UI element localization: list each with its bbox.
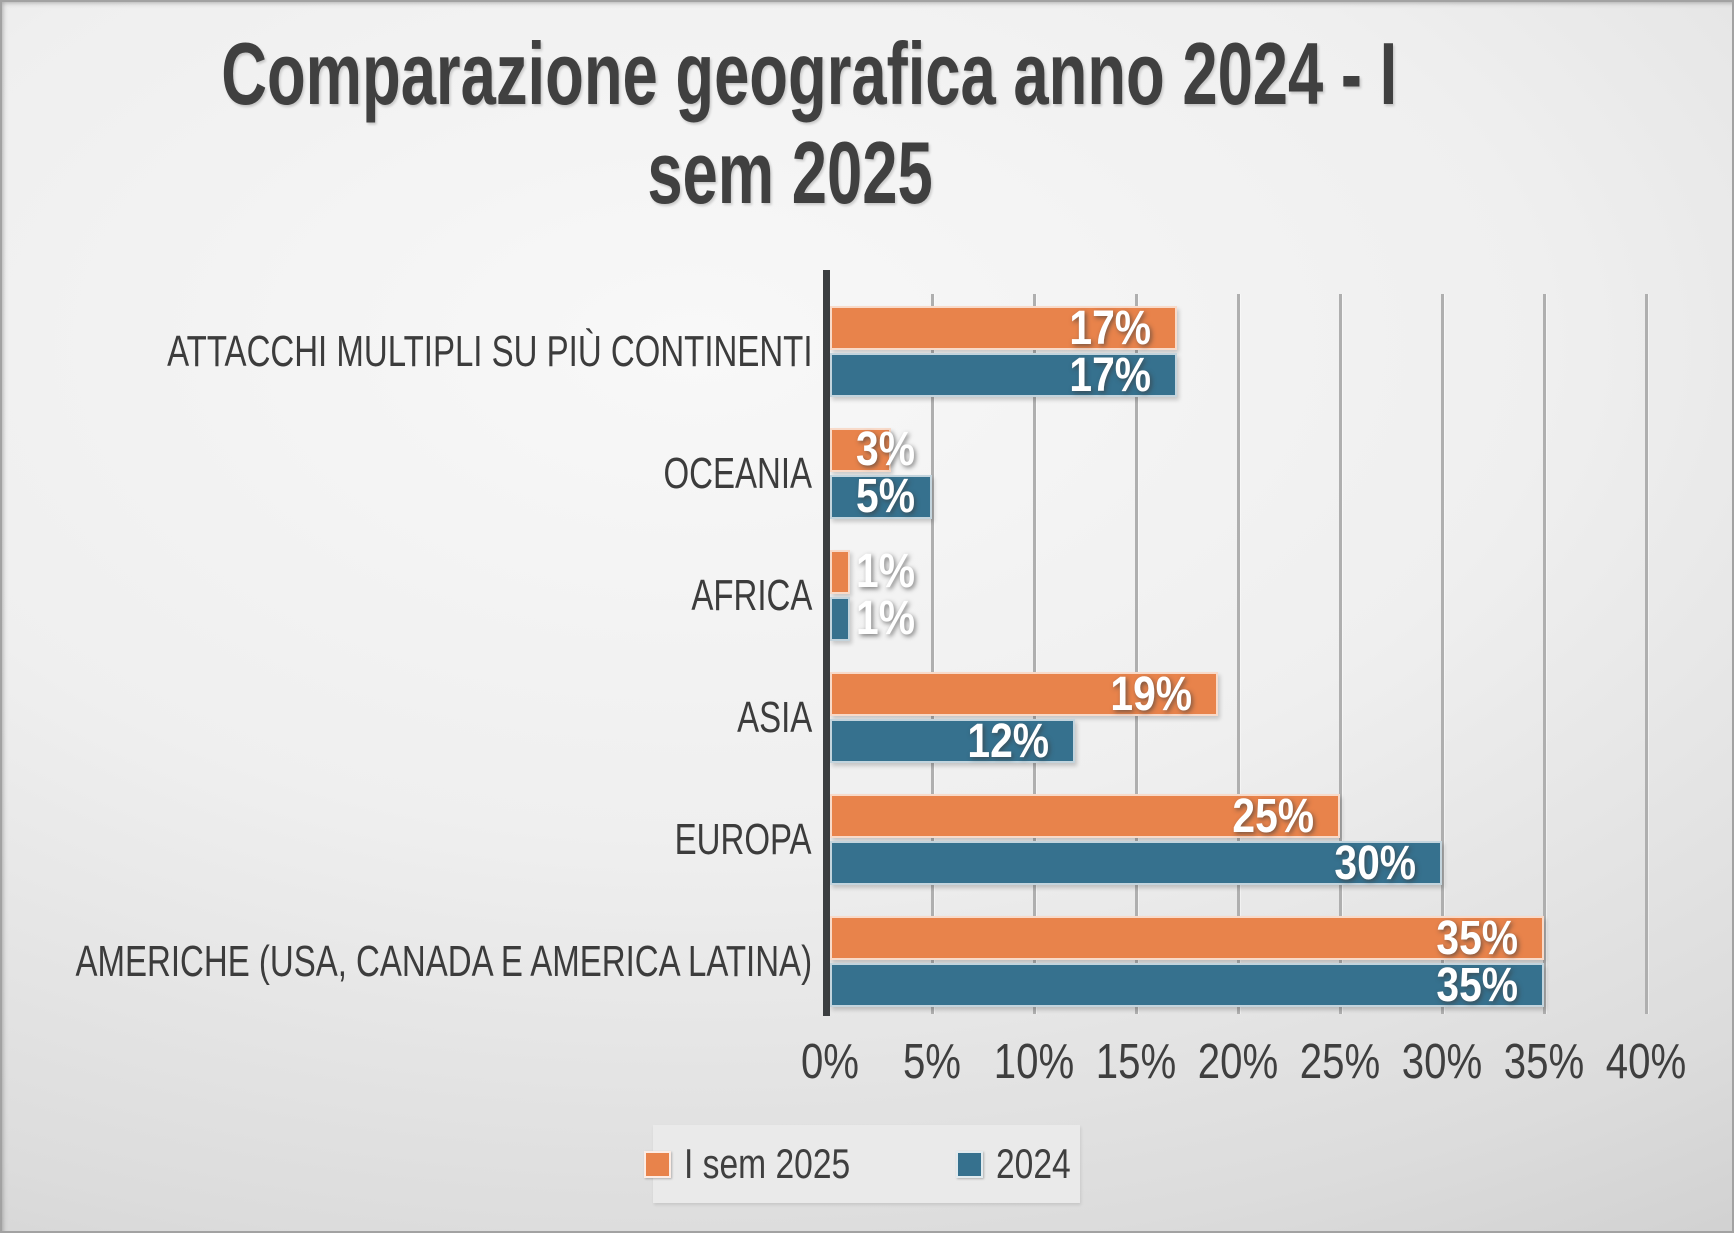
- plot-area: 17% 17% 3% 5% 1% 1% 19% 12% 25% 30% 35% 35%: [823, 270, 1648, 1016]
- y-axis-line: [823, 270, 830, 1016]
- legend-item: I sem 2025: [643, 1140, 892, 1188]
- bar-value-label: 17%: [1069, 348, 1151, 402]
- legend-item: 2024: [955, 1140, 1089, 1188]
- gridline: [1542, 294, 1546, 1014]
- bar-i-sem-2025: [830, 428, 892, 472]
- category-label: AFRICA: [690, 570, 812, 620]
- chart-title-line2: sem 2025: [647, 123, 933, 222]
- bar-2024: 12%: [830, 715, 1075, 768]
- x-tick-label: 25%: [1299, 1035, 1381, 1089]
- bar-value-label: 35%: [1436, 911, 1518, 965]
- bar-value-label: 30%: [1334, 836, 1416, 890]
- bar-value-label: 17%: [1069, 301, 1151, 355]
- legend-swatch-i-sem-2025: [643, 1150, 671, 1178]
- category-label: EUROPA: [675, 814, 812, 864]
- bar-value-label: 1%: [856, 592, 915, 645]
- legend: I sem 2025 2024: [643, 1125, 1080, 1203]
- gridline: [1032, 294, 1036, 1014]
- bar-2024: [830, 597, 851, 641]
- x-tick-label: 30%: [1401, 1035, 1483, 1089]
- category-label: ASIA: [736, 692, 812, 742]
- bar-value-label: 25%: [1232, 789, 1314, 843]
- bar-2024: 30%: [830, 837, 1442, 890]
- gridline: [1134, 294, 1138, 1014]
- x-tick-label: 15%: [1095, 1035, 1177, 1089]
- bar-2024: 35%: [830, 959, 1544, 1012]
- x-tick-label: 10%: [993, 1035, 1075, 1089]
- legend-label: I sem 2025: [683, 1140, 851, 1187]
- bar-2024: 17%: [830, 349, 1177, 402]
- category-label: OCEANIA: [663, 448, 812, 498]
- gridline: [1338, 294, 1342, 1014]
- gridline: [1644, 294, 1648, 1014]
- gridline: [1440, 294, 1444, 1014]
- bar-value-label: 12%: [967, 714, 1049, 768]
- x-tick-label: 20%: [1197, 1035, 1279, 1089]
- category-label: AMERICHE (USA, CANADA E AMERICA LATINA): [75, 936, 812, 986]
- legend-label: 2024: [995, 1140, 1071, 1187]
- bar-value-label: 5%: [856, 470, 915, 523]
- bar-i-sem-2025: 19%: [830, 668, 1218, 721]
- bar-i-sem-2025: [830, 550, 851, 594]
- legend-swatch-2024: [955, 1150, 983, 1178]
- x-tick-label: 40%: [1605, 1035, 1687, 1089]
- gridline: [1236, 294, 1240, 1014]
- bar-value-label: 3%: [856, 423, 915, 476]
- bar-value-label: 19%: [1109, 667, 1192, 721]
- chart-title-line1: Comparazione geografica anno 2024 - I: [221, 24, 1398, 123]
- gridline: [930, 294, 934, 1014]
- bar-i-sem-2025: 35%: [830, 912, 1544, 965]
- bar-value-label: 1%: [856, 545, 915, 598]
- bar-i-sem-2025: 25%: [830, 790, 1340, 843]
- chart-title: Comparazione geografica anno 2024 - I se…: [0, 24, 1580, 222]
- category-label: ATTACCHI MULTIPLI SU PIÙ CONTINENTI: [166, 326, 812, 376]
- bar-i-sem-2025: 17%: [830, 302, 1177, 355]
- x-tick-label: 5%: [902, 1035, 962, 1089]
- bar-2024: [830, 475, 932, 519]
- bar-value-label: 35%: [1436, 958, 1518, 1012]
- x-tick-label: 0%: [800, 1035, 860, 1089]
- x-tick-label: 35%: [1503, 1035, 1585, 1089]
